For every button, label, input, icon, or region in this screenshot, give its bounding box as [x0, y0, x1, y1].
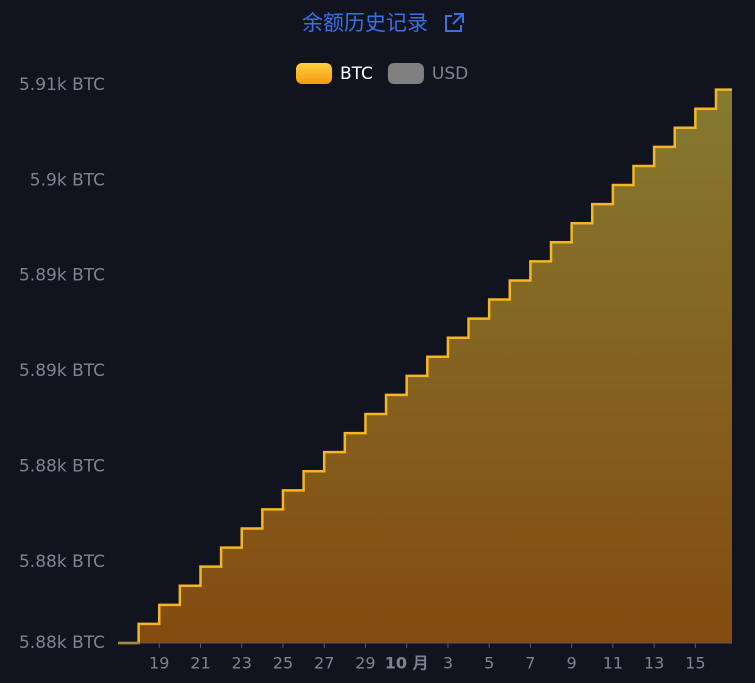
legend-swatch[interactable] [387, 63, 424, 84]
y-tick-label: 5.88k BTC [19, 552, 105, 572]
x-tick-label: 3 [443, 654, 453, 673]
y-tick-label: 5.89k BTC [19, 266, 105, 286]
x-tick-label: 5 [484, 654, 494, 673]
legend[interactable]: BTC USD [296, 63, 468, 84]
step-line [118, 88, 732, 645]
y-tick-label: 5.89k BTC [19, 361, 105, 381]
x-tick-label: 7 [525, 654, 535, 673]
y-tick-label: 5.91k BTC [19, 75, 105, 95]
x-tick-label: 23 [232, 654, 252, 673]
chart-title[interactable]: 余额历史记录 [302, 11, 428, 35]
x-tick-label: 15 [685, 654, 705, 673]
x-tick-label: 13 [644, 654, 664, 673]
y-tick-label: 5.88k BTC [19, 456, 105, 476]
x-tick-label: 19 [149, 654, 169, 673]
legend-label[interactable]: USD [432, 64, 468, 84]
x-tick-label: 21 [190, 654, 210, 673]
y-tick-label: 5.88k BTC [19, 633, 105, 653]
legend-label[interactable]: BTC [340, 64, 373, 84]
x-tick-label: 27 [314, 654, 334, 673]
y-tick-label: 5.9k BTC [30, 170, 105, 190]
x-tick-label: 29 [355, 654, 375, 673]
plot: 5.91k BTC 5.9k BTC 5.89k BTC 5.89k BTC 5.88k… [19, 75, 732, 673]
x-tick-label: 25 [273, 654, 293, 673]
external-link-icon[interactable] [445, 13, 464, 32]
x-tick-label: 9 [567, 654, 577, 673]
legend-swatch[interactable] [296, 63, 332, 84]
x-tick-label: 10 月 [385, 654, 429, 673]
area [118, 89, 732, 644]
x-tick-label: 11 [603, 654, 623, 673]
